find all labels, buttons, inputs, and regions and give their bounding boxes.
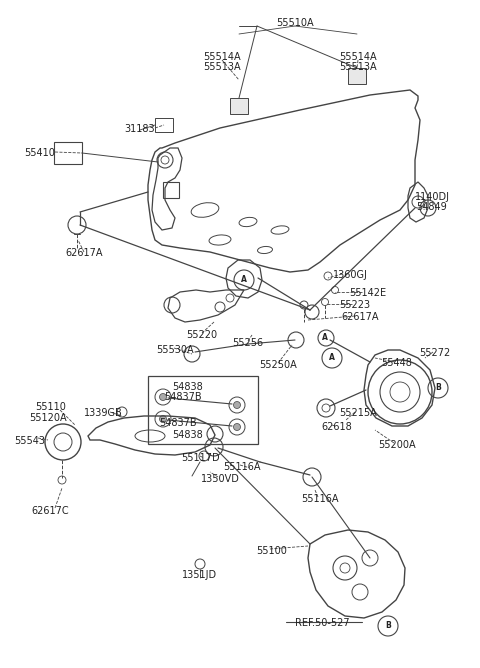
Text: 55448: 55448 bbox=[382, 358, 412, 368]
Circle shape bbox=[159, 415, 167, 422]
Text: 55272: 55272 bbox=[420, 348, 451, 358]
Text: B: B bbox=[385, 621, 391, 631]
Text: 55256: 55256 bbox=[232, 338, 264, 348]
Text: 54837B: 54837B bbox=[164, 392, 202, 402]
Text: 55116A: 55116A bbox=[301, 494, 339, 504]
Bar bbox=[163, 182, 179, 198]
Text: 55110: 55110 bbox=[36, 402, 66, 412]
Text: 55513A: 55513A bbox=[203, 62, 241, 72]
Bar bbox=[155, 118, 173, 132]
Text: 55513A: 55513A bbox=[339, 62, 377, 72]
Text: 55215A: 55215A bbox=[339, 408, 377, 418]
Bar bbox=[348, 68, 366, 84]
Text: 1140DJ: 1140DJ bbox=[415, 192, 449, 202]
Bar bbox=[148, 376, 258, 444]
Text: 62617A: 62617A bbox=[65, 248, 103, 258]
Bar bbox=[54, 142, 82, 164]
Text: 55223: 55223 bbox=[339, 300, 371, 310]
Text: 55250A: 55250A bbox=[259, 360, 297, 370]
Text: A: A bbox=[329, 353, 335, 363]
Text: 55510A: 55510A bbox=[276, 18, 314, 28]
Text: 1339GB: 1339GB bbox=[84, 408, 122, 418]
Text: A: A bbox=[241, 275, 247, 285]
Text: 55514A: 55514A bbox=[203, 52, 241, 62]
Circle shape bbox=[233, 424, 240, 430]
Text: 54849: 54849 bbox=[417, 202, 447, 212]
Circle shape bbox=[233, 401, 240, 409]
Text: A: A bbox=[322, 333, 328, 343]
Text: 55543: 55543 bbox=[14, 436, 46, 446]
Text: 54838: 54838 bbox=[173, 430, 204, 440]
Text: 55514A: 55514A bbox=[339, 52, 377, 62]
Text: 55117D: 55117D bbox=[180, 453, 219, 463]
Text: 55200A: 55200A bbox=[378, 440, 416, 450]
Text: B: B bbox=[435, 383, 441, 393]
Bar bbox=[230, 98, 248, 114]
Text: 55120A: 55120A bbox=[29, 413, 67, 423]
Text: 55530A: 55530A bbox=[156, 345, 194, 355]
Text: 55100: 55100 bbox=[257, 546, 288, 556]
Text: 1360GJ: 1360GJ bbox=[333, 270, 367, 280]
Text: 62617A: 62617A bbox=[341, 312, 379, 322]
Circle shape bbox=[159, 393, 167, 401]
Text: 31183: 31183 bbox=[125, 124, 156, 134]
Text: 1350VD: 1350VD bbox=[201, 474, 240, 484]
Text: 55142E: 55142E bbox=[349, 288, 386, 298]
Text: 55116A: 55116A bbox=[223, 462, 261, 472]
Text: 55410: 55410 bbox=[24, 148, 55, 158]
Text: 54838: 54838 bbox=[173, 382, 204, 392]
Text: 1351JD: 1351JD bbox=[182, 570, 217, 580]
Text: REF.50-527: REF.50-527 bbox=[295, 618, 349, 628]
Text: 54837B: 54837B bbox=[159, 418, 197, 428]
Text: 55220: 55220 bbox=[186, 330, 217, 340]
Text: 62618: 62618 bbox=[322, 422, 352, 432]
Text: 62617C: 62617C bbox=[31, 506, 69, 516]
